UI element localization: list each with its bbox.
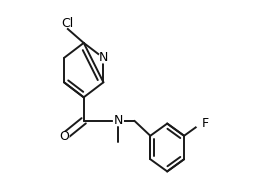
Circle shape [114, 116, 123, 126]
Text: F: F [202, 117, 209, 130]
Text: N: N [99, 51, 108, 64]
Text: Cl: Cl [61, 17, 73, 30]
Circle shape [54, 16, 68, 30]
Circle shape [59, 132, 69, 142]
Circle shape [99, 53, 108, 63]
Text: N: N [114, 114, 123, 127]
Circle shape [196, 119, 206, 129]
Text: O: O [59, 130, 69, 143]
